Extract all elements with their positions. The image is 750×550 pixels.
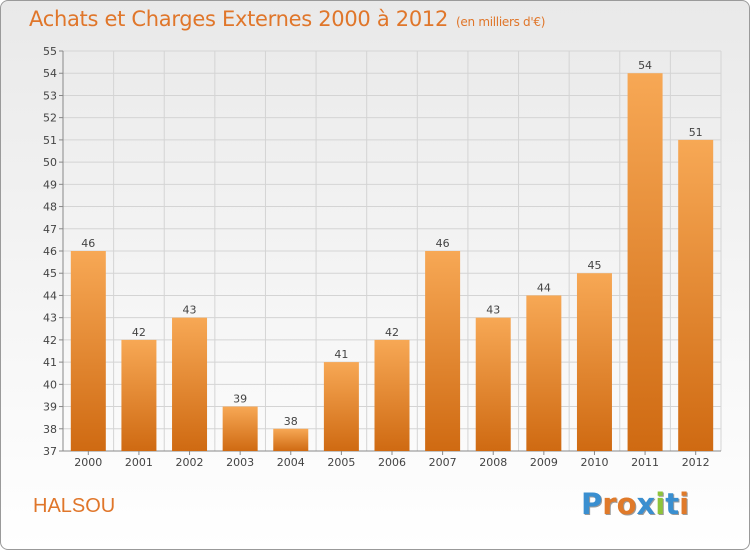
bar-value-label: 44 xyxy=(537,281,551,294)
chart-title: Achats et Charges Externes 2000 à 2012 (e… xyxy=(29,7,545,31)
data-labels: 46 42 43 39 38 41 42 46 43 44 45 54 51 xyxy=(81,59,702,428)
location-label: HALSOU xyxy=(33,495,116,517)
bar-value-label: 54 xyxy=(638,59,652,72)
y-tick-label: 45 xyxy=(43,267,57,280)
bar-2010 xyxy=(576,273,612,451)
bar-value-label: 46 xyxy=(81,237,95,250)
bar-2005 xyxy=(323,362,359,451)
bar-2012 xyxy=(678,139,714,451)
bar-2000 xyxy=(70,251,106,451)
bar-2006 xyxy=(374,339,410,451)
y-tick-label: 51 xyxy=(43,134,57,147)
bar-value-label: 51 xyxy=(689,126,703,139)
x-tick-label: 2003 xyxy=(226,456,254,469)
x-tick-label: 2011 xyxy=(631,456,659,469)
bar-value-label: 41 xyxy=(334,348,348,361)
bar-2002 xyxy=(172,317,208,451)
bar-2008 xyxy=(475,317,511,451)
x-tick-label: 2004 xyxy=(277,456,305,469)
y-tick-label: 46 xyxy=(43,245,57,258)
y-tick-label: 53 xyxy=(43,89,57,102)
logo-letter: o xyxy=(616,487,637,521)
x-tick-label: 2008 xyxy=(479,456,507,469)
chart-title-text: Achats et Charges Externes 2000 à 2012 xyxy=(29,7,449,31)
bar-value-label: 43 xyxy=(486,304,500,317)
bar-value-label: 42 xyxy=(132,326,146,339)
bar-value-label: 42 xyxy=(385,326,399,339)
x-tick-label: 2001 xyxy=(125,456,153,469)
x-tick-label: 2006 xyxy=(378,456,406,469)
x-tick-label: 2000 xyxy=(74,456,102,469)
bar-value-label: 45 xyxy=(587,259,601,272)
x-tick-label: 2009 xyxy=(530,456,558,469)
x-tick-label: 2007 xyxy=(429,456,457,469)
bar-value-label: 38 xyxy=(284,415,298,428)
y-tick-label: 49 xyxy=(43,178,57,191)
bar-2004 xyxy=(273,428,309,451)
bar-2011 xyxy=(627,73,663,451)
y-tick-label: 37 xyxy=(43,445,57,458)
y-tick-label: 38 xyxy=(43,423,57,436)
x-tick-label: 2002 xyxy=(176,456,204,469)
x-tick-label: 2012 xyxy=(682,456,710,469)
bar-value-label: 46 xyxy=(436,237,450,250)
y-tick-label: 44 xyxy=(43,289,57,302)
y-tick-label: 43 xyxy=(43,312,57,325)
y-tick-label: 41 xyxy=(43,356,57,369)
y-tick-label: 50 xyxy=(43,156,57,169)
chart-title-unit: (en milliers d'€) xyxy=(456,15,546,29)
bar-2001 xyxy=(121,339,157,451)
logo-letter: i xyxy=(655,487,666,521)
bar-2003 xyxy=(222,406,258,451)
y-tick-label: 52 xyxy=(43,112,57,125)
axes: 37 38 39 40 41 42 43 44 45 46 47 48 49 50 51 52 53 54 55 20… xyxy=(43,45,721,469)
proxiti-logo: Proxiti xyxy=(581,487,689,521)
logo-letter: P xyxy=(581,487,603,521)
logo-letter: r xyxy=(602,487,617,521)
y-tick-label: 40 xyxy=(43,378,57,391)
bar-value-label: 39 xyxy=(233,393,247,406)
y-tick-label: 47 xyxy=(43,223,57,236)
x-tick-label: 2005 xyxy=(327,456,355,469)
y-tick-label: 55 xyxy=(43,45,57,58)
x-tick-label: 2010 xyxy=(580,456,608,469)
bar-2007 xyxy=(425,251,461,451)
y-tick-label: 42 xyxy=(43,334,57,347)
y-tick-label: 54 xyxy=(43,67,57,80)
y-tick-label: 48 xyxy=(43,201,57,214)
bar-value-label: 43 xyxy=(183,304,197,317)
logo-letter: i xyxy=(679,487,690,521)
bars xyxy=(70,73,714,451)
logo-letter: t xyxy=(665,487,680,521)
bar-2009 xyxy=(526,295,562,451)
logo-letter: x xyxy=(636,487,656,521)
y-tick-label: 39 xyxy=(43,401,57,414)
